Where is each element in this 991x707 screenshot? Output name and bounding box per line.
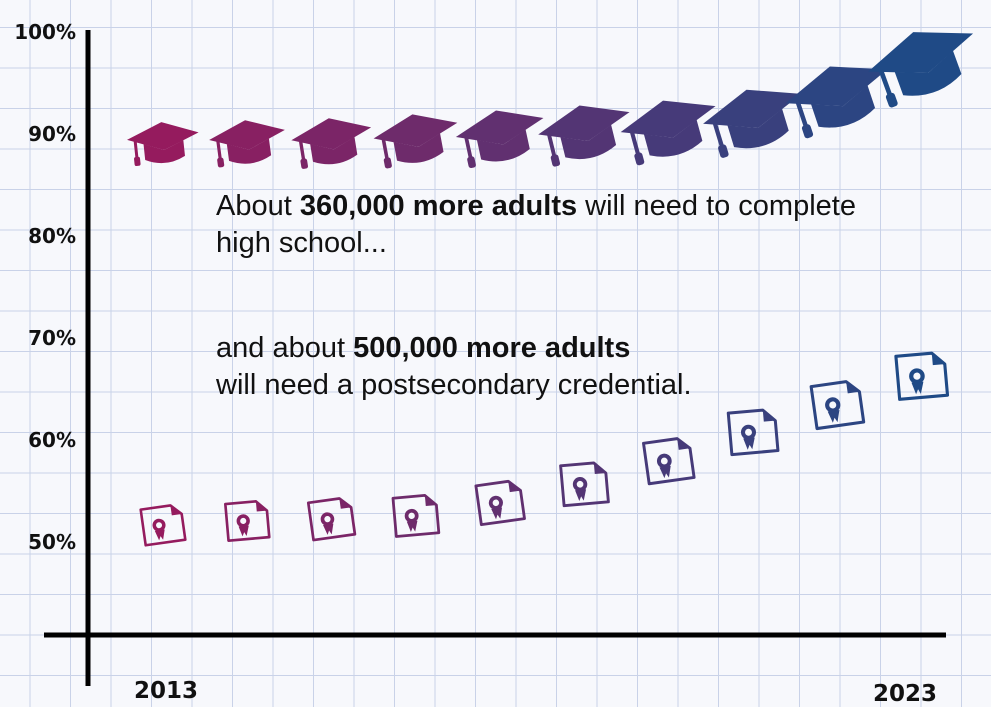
certificate-icon (474, 479, 526, 527)
annotation-postsecondary: and about 500,000 more adults will need a… (216, 330, 776, 404)
graduation-cap-icon (620, 100, 716, 166)
certificate-icon (726, 408, 780, 457)
y-tick-label-70: 70% (28, 326, 76, 350)
annotation-high-school-highlight: 360,000 more adults (299, 190, 578, 222)
annotation-high-school-suffix: will need to complete high school... (216, 190, 856, 259)
y-tick-label-50: 50% (28, 530, 76, 554)
annotation-postsecondary-suffix: will need a postsecondary credential. (216, 369, 692, 401)
graduation-cap-icon (455, 110, 544, 169)
series-postsecondary-certificates (139, 351, 950, 547)
graduation-cap-icon (291, 118, 372, 169)
y-tick-label-90: 90% (28, 122, 76, 146)
annotation-high-school-prefix: About (216, 190, 300, 222)
x-axis-tick-labels: 2013 2023 (134, 678, 937, 707)
y-axis-tick-labels: 50% 60% 70% 80% 90% 100% (14, 20, 76, 554)
certificate-icon (894, 351, 950, 401)
series-high-school-caps (126, 32, 974, 169)
annotation-postsecondary-highlight: 500,000 more adults (353, 332, 631, 364)
certificate-icon (391, 494, 441, 538)
certificate-icon (559, 461, 610, 508)
certificate-icon (809, 380, 866, 431)
graduation-cap-icon (373, 114, 458, 169)
axes (44, 30, 946, 686)
y-tick-label-80: 80% (28, 224, 76, 248)
certificate-icon (139, 504, 187, 547)
graduation-cap-icon (126, 122, 199, 166)
x-tick-label-start: 2013 (134, 678, 198, 704)
annotation-postsecondary-prefix: and about (216, 332, 354, 364)
x-tick-label-end: 2023 (873, 681, 937, 707)
graduation-cap-icon (209, 120, 285, 168)
graduation-cap-icon (785, 66, 888, 139)
y-tick-label-100: 100% (14, 20, 76, 44)
graduation-cap-icon (703, 89, 802, 158)
y-tick-label-60: 60% (28, 428, 76, 452)
graduation-cap-icon (868, 32, 974, 108)
graduation-cap-icon (538, 105, 630, 167)
certificate-icon (306, 497, 357, 542)
certificate-icon (224, 500, 271, 543)
annotation-high-school: About 360,000 more adults will need to c… (216, 188, 896, 262)
certificate-icon (642, 437, 696, 486)
